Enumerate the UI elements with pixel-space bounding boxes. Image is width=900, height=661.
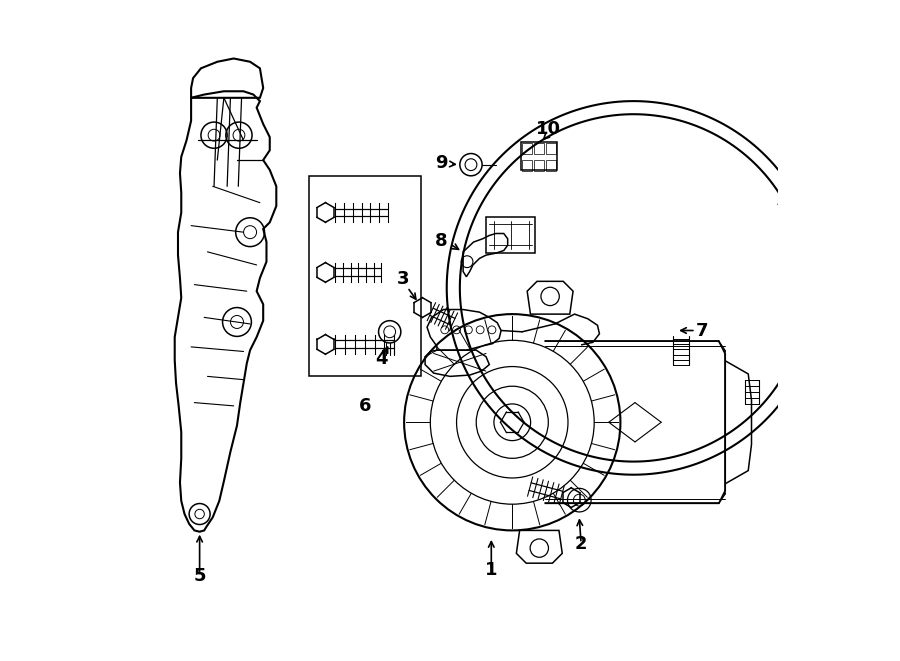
- Bar: [546, 160, 556, 171]
- Bar: [535, 160, 544, 171]
- Text: 3: 3: [397, 270, 410, 288]
- Text: 6: 6: [358, 397, 371, 415]
- Bar: [535, 143, 544, 153]
- Bar: [522, 160, 532, 171]
- Text: 8: 8: [436, 232, 448, 250]
- Bar: [309, 176, 420, 376]
- Bar: [522, 143, 532, 153]
- Text: 4: 4: [375, 350, 387, 368]
- Text: 9: 9: [436, 155, 447, 173]
- Text: 10: 10: [536, 120, 561, 137]
- Bar: [546, 143, 556, 153]
- Text: 5: 5: [194, 567, 206, 585]
- Bar: [521, 142, 557, 170]
- Text: 2: 2: [575, 535, 588, 553]
- Text: 7: 7: [696, 321, 708, 340]
- Bar: [486, 217, 536, 253]
- Text: 1: 1: [485, 561, 498, 579]
